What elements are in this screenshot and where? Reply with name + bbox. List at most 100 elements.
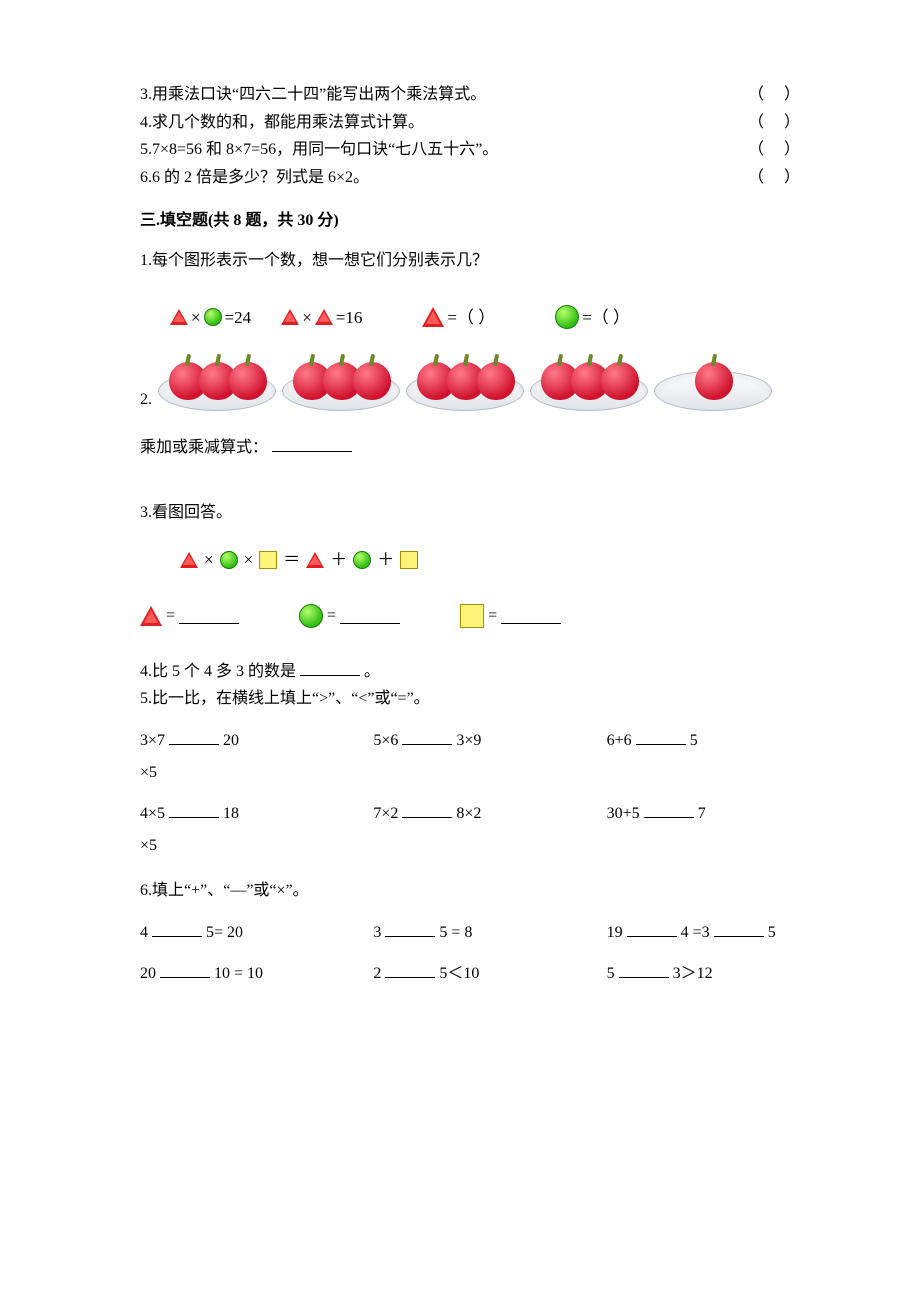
triangle-icon	[281, 309, 299, 325]
apple-icon	[477, 356, 515, 400]
q5-r2-wrap: ×5	[140, 833, 800, 859]
q2-apples-row	[158, 371, 772, 411]
blank	[169, 801, 219, 818]
q5-text: 5.比一比，在横线上填上“>”、“<”或“=”。	[140, 686, 800, 712]
q3-blank-sq	[501, 607, 561, 624]
tf-q3: 3.用乘法口诀“四六二十四”能写出两个乘法算式。 （ ）	[140, 82, 800, 108]
apple-icon	[353, 356, 391, 400]
q5-r2c3: 30+5 7	[607, 801, 800, 827]
apple-plate	[158, 371, 276, 411]
q1-ans-tri: =（ ）	[422, 304, 495, 331]
apple-icon	[695, 356, 733, 400]
tf-q5: 5.7×8=56 和 8×7=56，用同一句口诀“七八五十六”。 （ ）	[140, 137, 800, 163]
q1-eq1-val: =24	[225, 304, 252, 331]
times-sign: ×	[244, 546, 254, 573]
q5-r1c1a: 3×7	[140, 732, 165, 749]
square-icon	[460, 604, 484, 628]
q6-r1c3c: 5	[768, 924, 776, 941]
q6-r1c3b: 4 =3	[681, 924, 710, 941]
q5-r1-wrap: ×5	[140, 760, 800, 786]
apple-icon	[229, 356, 267, 400]
apple-plate	[654, 371, 772, 411]
tf-q5-paren: （ ）	[748, 137, 800, 163]
triangle-icon	[306, 552, 324, 568]
blank	[152, 920, 202, 937]
circle-icon	[555, 305, 579, 329]
q5-r2c3a: 30+5	[607, 805, 640, 822]
plus-sign: ＋	[377, 546, 394, 573]
q5-r1c1: 3×7 20	[140, 728, 333, 754]
q5-r1c3: 6+6 5	[607, 728, 800, 754]
q2-label-line: 乘加或乘减算式：	[140, 435, 800, 461]
q5-r2c1b: 18	[223, 805, 239, 822]
q5-r2c2a: 7×2	[373, 805, 398, 822]
q4-text: 4.比 5 个 4 多 3 的数是	[140, 663, 296, 680]
equals-sign: ＝	[283, 546, 300, 573]
blank	[402, 801, 452, 818]
q6-row2: 20 10 = 10 2 5＜10 5 3＞12	[140, 961, 800, 987]
q3-ans-sq: =	[460, 603, 561, 629]
blank	[714, 920, 764, 937]
apple-plate	[282, 371, 400, 411]
q1-equation-row: × =24 × =16 =（ ） =（ ）	[140, 304, 800, 331]
tf-q4: 4.求几个数的和，都能用乘法算式计算。 （ ）	[140, 110, 800, 136]
q6-r1c1: 4 5= 20	[140, 920, 333, 946]
q3-blank-tri	[179, 607, 239, 624]
q4-line: 4.比 5 个 4 多 3 的数是 。	[140, 659, 800, 685]
q6-r1c3a: 19	[607, 924, 623, 941]
q6-r2c3: 5 3＞12	[607, 961, 800, 987]
q5-r1c2: 5×6 3×9	[373, 728, 566, 754]
q5-r2c2: 7×2 8×2	[373, 801, 566, 827]
q3-ans-tri: =	[140, 603, 239, 629]
q6-r1c3: 19 4 =3 5	[607, 920, 800, 946]
q4-blank	[300, 659, 360, 676]
q5-r2c2b: 8×2	[456, 805, 481, 822]
tf-q4-paren: （ ）	[748, 110, 800, 136]
blank	[385, 920, 435, 937]
q5-r1c2b: 3×9	[456, 732, 481, 749]
triangle-icon	[170, 309, 188, 325]
circle-icon	[220, 551, 238, 569]
q2-number: 2.	[140, 387, 152, 413]
equals-sign: =	[166, 603, 175, 629]
q6-r2c2: 2 5＜10	[373, 961, 566, 987]
q2-label: 乘加或乘减算式：	[140, 439, 268, 456]
apple-icon	[601, 356, 639, 400]
equals-sign: =	[327, 603, 336, 629]
blank	[169, 728, 219, 745]
q5-r2c3b: 7	[698, 805, 706, 822]
q6-r2c2a: 2	[373, 965, 381, 982]
times-sign: ×	[191, 304, 201, 331]
q5-row2: 4×5 18 7×2 8×2 30+5 7	[140, 801, 800, 827]
q5-r1c3b: 5	[690, 732, 698, 749]
q5-row1: 3×7 20 5×6 3×9 6+6 5	[140, 728, 800, 754]
circle-icon	[353, 551, 371, 569]
blank	[385, 961, 435, 978]
q6-r1c2b: 5 = 8	[439, 924, 472, 941]
q2-row: 2.	[140, 341, 800, 421]
q3-equation: × × ＝ ＋ ＋	[180, 546, 800, 573]
triangle-icon	[422, 307, 444, 327]
tf-q5-text: 5.7×8=56 和 8×7=56，用同一句口诀“七八五十六”。	[140, 137, 498, 163]
blank	[402, 728, 452, 745]
times-sign: ×	[204, 546, 214, 573]
triangle-icon	[140, 606, 162, 626]
q6-row1: 4 5= 20 3 5 = 8 19 4 =3 5	[140, 920, 800, 946]
q6-r2c1: 20 10 = 10	[140, 961, 333, 987]
q3-text: 3.看图回答。	[140, 500, 800, 526]
q6-text: 6.填上“+”、“—”或“×”。	[140, 878, 800, 904]
q4-end: 。	[364, 663, 380, 680]
blank	[160, 961, 210, 978]
tf-q6-paren: （ ）	[748, 165, 800, 191]
triangle-icon	[315, 309, 333, 325]
square-icon	[400, 551, 418, 569]
blank	[644, 801, 694, 818]
q1-ans-circ-val: =（ ）	[582, 304, 630, 331]
q5-r1c1b: 20	[223, 732, 239, 749]
times-sign: ×	[302, 304, 312, 331]
blank	[636, 728, 686, 745]
q1-eq2: × =16	[281, 304, 362, 331]
q6-r2c3a: 5	[607, 965, 615, 982]
q6-r1c1b: 5= 20	[206, 924, 243, 941]
tf-q3-text: 3.用乘法口诀“四六二十四”能写出两个乘法算式。	[140, 82, 486, 108]
